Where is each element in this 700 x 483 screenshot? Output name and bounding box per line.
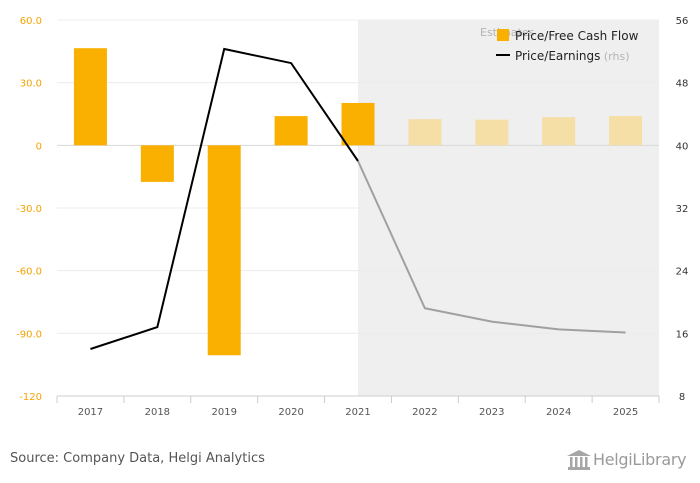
- y-right-tick-label: 16: [676, 329, 689, 340]
- x-tick-label: 2018: [145, 407, 170, 418]
- y-right-tick-label: 56: [676, 16, 689, 27]
- x-tick-label: 2020: [278, 407, 303, 418]
- bar-2021: [341, 102, 375, 146]
- y-left-tick-label: 30.0: [20, 79, 42, 90]
- bar-2025: [609, 116, 643, 146]
- library-building-icon: [567, 450, 591, 470]
- x-tick-label: 2017: [78, 407, 103, 418]
- source-note: Source: Company Data, Helgi Analytics: [10, 451, 265, 466]
- x-tick-label: 2023: [479, 407, 504, 418]
- y-right-tick-label: 48: [676, 79, 689, 90]
- y-right-tick-label: 32: [676, 204, 689, 215]
- y-left-tick-label: -90.0: [16, 329, 42, 340]
- legend-rhs-note: (rhs): [600, 50, 629, 63]
- y-right-tick-label: 24: [676, 267, 689, 278]
- x-tick-label: 2019: [211, 407, 236, 418]
- lines: [90, 47, 626, 350]
- bar-2019: [207, 145, 241, 356]
- x-tick-label: 2025: [613, 407, 638, 418]
- y-axis-right: 56 48 40 32 24 16 8: [676, 16, 689, 403]
- legend-label-line: Price/Earnings (rhs): [515, 49, 630, 63]
- brand-name: HelgiLibrary: [593, 450, 687, 469]
- brand-logo: HelgiLibrary: [566, 446, 696, 472]
- x-tick-label: 2024: [546, 407, 571, 418]
- legend-line-name: Price/Earnings: [515, 49, 600, 63]
- y-left-tick-label: 60.0: [20, 16, 42, 27]
- bar-2024: [542, 117, 576, 146]
- bar-2017: [73, 48, 107, 146]
- y-left-tick-label: -120: [19, 392, 42, 403]
- bar-2023: [475, 119, 509, 146]
- y-left-tick-label: -60.0: [16, 267, 42, 278]
- y-left-tick-label: 0: [36, 141, 42, 152]
- x-tick-label: 2022: [412, 407, 437, 418]
- x-axis: 2017 2018 2019 2020 2021 2022 2023 2024 2025: [56, 395, 660, 418]
- legend-swatch-bar: [497, 29, 509, 41]
- y-axis-left: 60.0 30.0 0 -30.0 -60.0 -90.0 -120: [16, 16, 42, 403]
- bar-2018: [140, 145, 174, 182]
- legend: EstimatesPrice/Free Cash FlowPrice/Earni…: [480, 26, 639, 63]
- x-tick-label: 2021: [345, 407, 370, 418]
- bars: [73, 48, 643, 356]
- bar-2022: [408, 119, 442, 146]
- bar-2020: [274, 116, 308, 146]
- y-left-tick-label: -30.0: [16, 204, 42, 215]
- legend-label-bar: Price/Free Cash Flow: [515, 29, 639, 43]
- y-right-tick-label: 40: [676, 141, 689, 152]
- y-right-tick-label: 8: [679, 392, 685, 403]
